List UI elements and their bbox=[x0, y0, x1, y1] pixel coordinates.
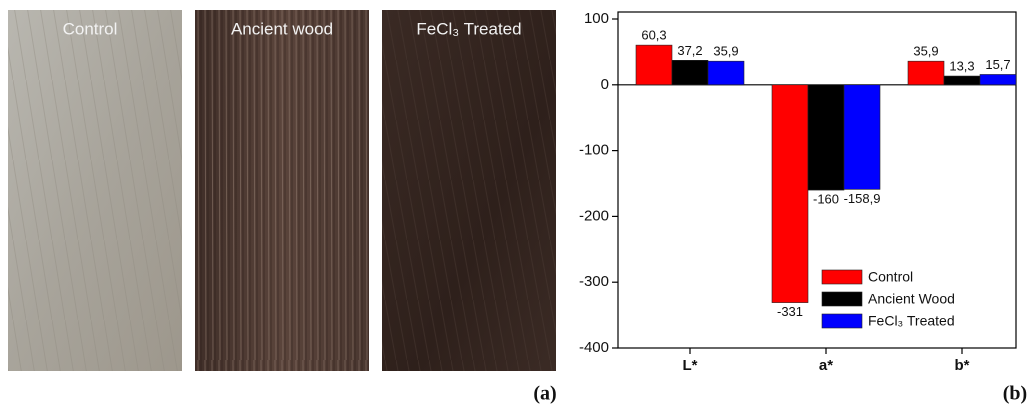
y-tick-label: -400 bbox=[579, 339, 609, 356]
texture bbox=[382, 10, 556, 371]
bar bbox=[979, 74, 1017, 86]
x-tick-label: L* bbox=[683, 357, 698, 374]
panel-label: (b) bbox=[1003, 383, 1027, 405]
plot-frame bbox=[617, 11, 1017, 349]
bar bbox=[771, 84, 809, 303]
bar bbox=[907, 60, 945, 86]
photos: Control Ancient wood FeCl₃ Treated (a) bbox=[8, 10, 557, 405]
value-label: 60,3 bbox=[641, 28, 666, 43]
legend-label: FeCl₃ Treated bbox=[868, 313, 955, 329]
y-tick-label: 100 bbox=[584, 10, 609, 27]
value-label: 13,3 bbox=[949, 58, 974, 73]
y-tick-label: 0 bbox=[601, 76, 609, 93]
bar bbox=[671, 60, 709, 86]
photo-caption: FeCl₃ Treated bbox=[416, 19, 521, 38]
bar bbox=[807, 84, 845, 191]
bar bbox=[843, 84, 881, 190]
bar bbox=[943, 75, 981, 86]
legend-swatch bbox=[821, 313, 863, 329]
legend-label: Control bbox=[868, 269, 913, 285]
value-label: -158,9 bbox=[844, 191, 881, 206]
legend-swatch bbox=[821, 269, 863, 285]
photo-caption: Ancient wood bbox=[231, 19, 333, 38]
chart: -400 -300 -200 -100 0 100 L* 60,3 37,2 35,9 a* -331… bbox=[579, 10, 1017, 374]
value-label: 15,7 bbox=[985, 57, 1010, 72]
y-tick-label: -100 bbox=[579, 142, 609, 159]
value-label: -331 bbox=[777, 304, 803, 319]
y-tick-label: -300 bbox=[579, 273, 609, 290]
y-tick-label: -200 bbox=[579, 207, 609, 224]
value-label: -160 bbox=[813, 192, 839, 207]
texture bbox=[8, 10, 182, 371]
legend-swatch bbox=[821, 291, 863, 307]
value-label: 35,9 bbox=[713, 44, 738, 59]
bar bbox=[635, 44, 673, 86]
value-label: 37,2 bbox=[677, 43, 702, 58]
photo-caption: Control bbox=[63, 19, 118, 38]
legend-label: Ancient Wood bbox=[868, 291, 955, 307]
x-tick-label: b* bbox=[955, 357, 970, 374]
panel-label: (a) bbox=[533, 383, 556, 405]
bar bbox=[707, 60, 745, 86]
value-label: 35,9 bbox=[913, 44, 938, 59]
texture bbox=[195, 10, 369, 371]
x-tick-label: a* bbox=[819, 357, 833, 374]
